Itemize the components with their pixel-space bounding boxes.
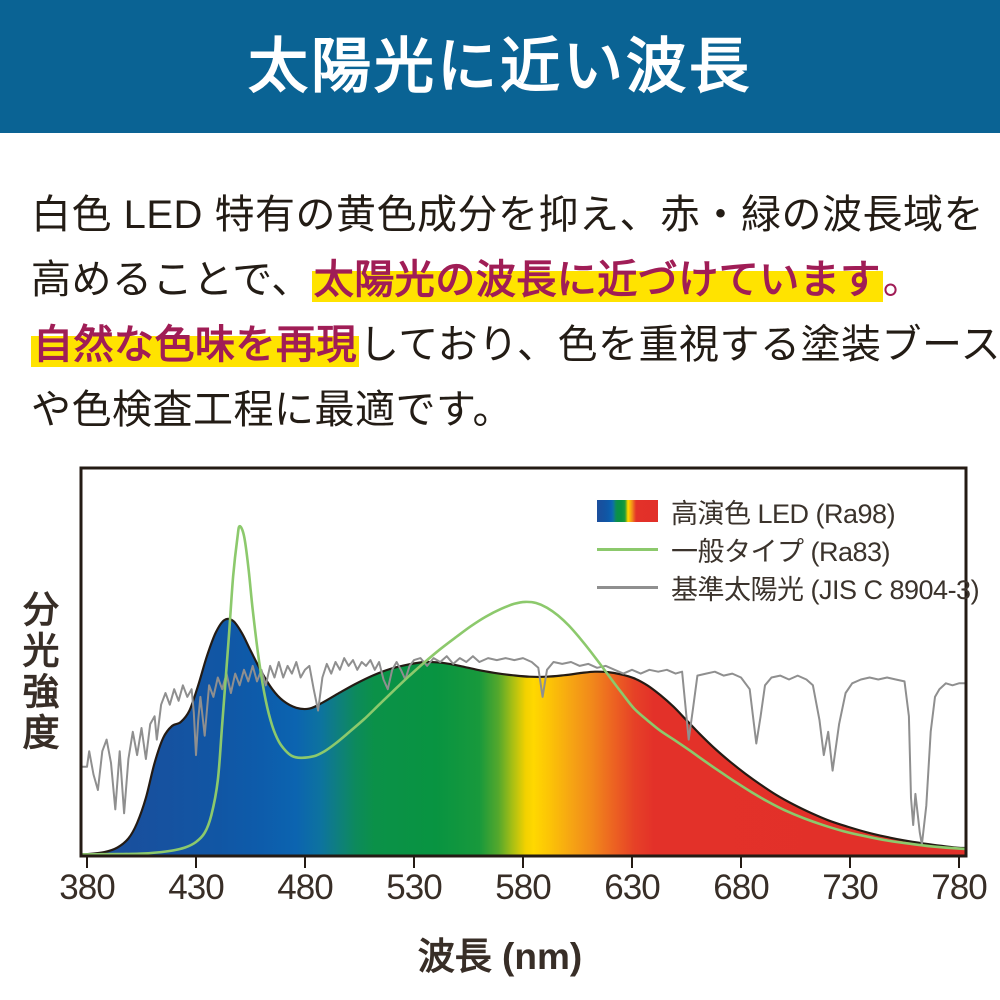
legend-item: 高演色 LED (Ra98) bbox=[597, 492, 979, 530]
text-line: 白色 LED 特有の黄色成分を抑え、赤・緑の波長域を bbox=[31, 183, 985, 248]
led-spectrum-area bbox=[79, 617, 968, 858]
body-text: しており、色を重視する塗装ブース bbox=[359, 323, 1000, 367]
legend-line-icon bbox=[597, 547, 658, 551]
y-axis-label: 分光強度 bbox=[17, 590, 58, 754]
spectrum-figure: 分光強度 波長 (nm) 380 430 480 530 580 630 680 730 780… bbox=[0, 450, 1000, 1000]
intro-paragraph: 白色 LED 特有の黄色成分を抑え、赤・緑の波長域を 高めることで、太陽光の波長に… bbox=[31, 183, 1000, 443]
body-text: 白色 LED 特有の黄色成分を抑え、赤・緑の波長域を bbox=[31, 193, 985, 237]
header-banner: 太陽光に近い波長 bbox=[0, 0, 1000, 133]
x-tick-label: 630 bbox=[604, 868, 660, 907]
x-tick-label: 680 bbox=[713, 868, 769, 907]
x-tick-label: 730 bbox=[822, 868, 878, 907]
x-tick-label: 580 bbox=[495, 868, 551, 907]
x-tick-label: 480 bbox=[277, 868, 333, 907]
x-tick-label: 380 bbox=[59, 868, 115, 907]
typical-led-line bbox=[79, 524, 968, 856]
x-tick-label: 780 bbox=[931, 868, 987, 907]
body-text: 高めることで、 bbox=[31, 258, 312, 302]
text-line: や色検査工程に最適です。 bbox=[31, 378, 981, 443]
legend-item: 一般タイプ (Ra83) bbox=[597, 530, 979, 568]
spectrum-chart-svg bbox=[79, 466, 968, 868]
legend-label: 高演色 LED (Ra98) bbox=[671, 498, 896, 529]
x-tick-label: 530 bbox=[386, 868, 442, 907]
accent-text: 。 bbox=[882, 258, 924, 302]
legend-label: 一般タイプ (Ra83) bbox=[671, 536, 891, 567]
legend-label: 基準太陽光 (JIS C 8904-3) bbox=[671, 574, 980, 605]
text-line: 自然な色味を再現しており、色を重視する塗装ブース bbox=[31, 313, 1000, 378]
legend-item: 基準太陽光 (JIS C 8904-3) bbox=[597, 568, 980, 606]
legend-spectrum-gradient-icon bbox=[597, 500, 658, 522]
x-tick-label: 430 bbox=[168, 868, 224, 907]
legend-line-icon bbox=[597, 585, 658, 589]
text-line: 高めることで、太陽光の波長に近づけています。 bbox=[31, 248, 981, 313]
sunlight-line bbox=[81, 655, 966, 846]
page-title: 太陽光に近い波長 bbox=[248, 32, 752, 100]
body-text: や色検査工程に最適です。 bbox=[31, 388, 513, 432]
legend: 高演色 LED (Ra98) 一般タイプ (Ra83) 基準太陽光 (JIS C 8… bbox=[597, 492, 980, 606]
highlighted-text: 自然な色味を再現 bbox=[31, 323, 359, 367]
highlighted-text: 太陽光の波長に近づけています bbox=[311, 258, 883, 302]
x-axis-label: 波長 (nm) bbox=[417, 936, 583, 977]
